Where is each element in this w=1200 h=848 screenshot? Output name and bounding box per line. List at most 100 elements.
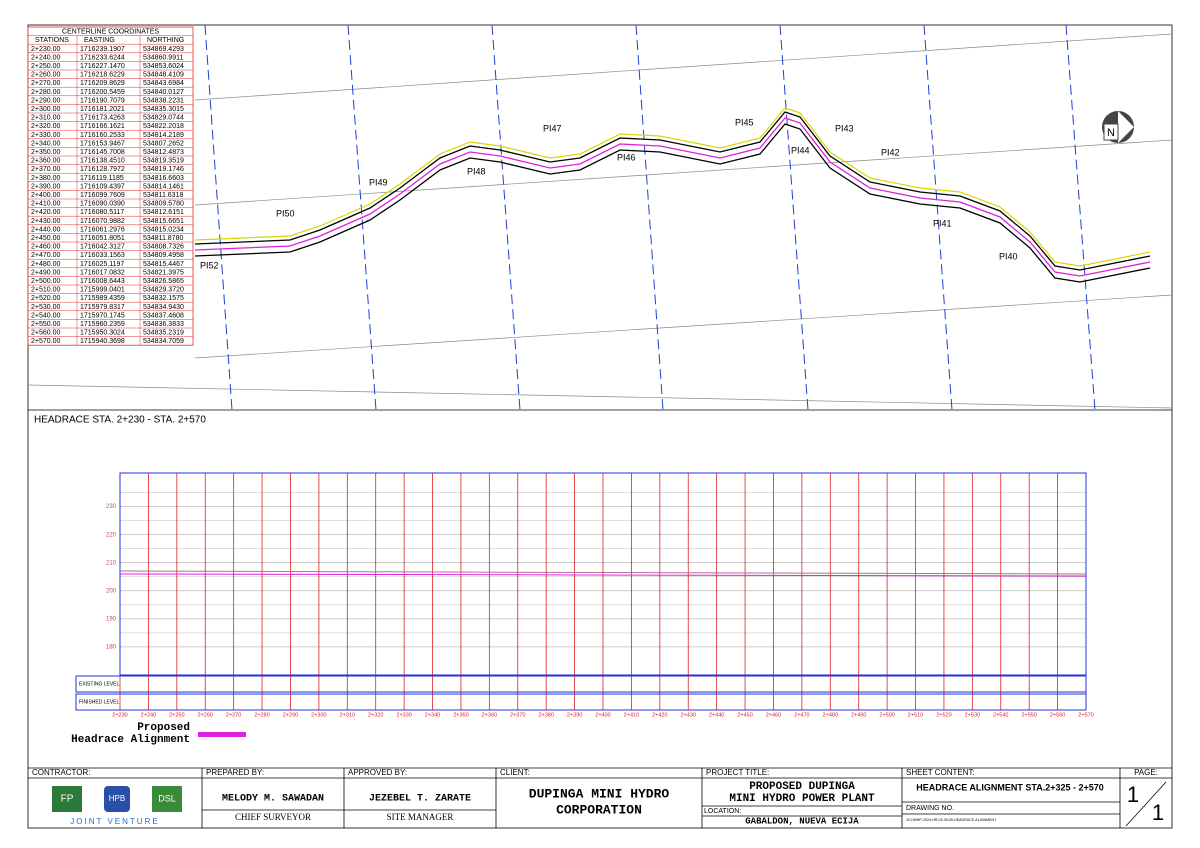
station-label: 2+350: [453, 712, 468, 718]
logo: HPB: [109, 794, 125, 803]
station-label: 2+410: [624, 712, 639, 718]
table-header: EASTING: [84, 37, 115, 44]
title-block-text: PROJECT TITLE:: [706, 768, 769, 777]
table-cell: 1715970.1745: [80, 312, 125, 319]
plan-grid-blue: [204, 24, 1096, 411]
station-label: 2+500: [879, 712, 894, 718]
table-cell: 534814.2189: [143, 132, 184, 139]
table-cell: 2+500.00: [31, 278, 60, 285]
station-label: 2+360: [482, 712, 497, 718]
table-cell: 2+310.00: [31, 115, 60, 122]
table-cell: 2+270.00: [31, 80, 60, 87]
station-label: 2+310: [340, 712, 355, 718]
table-cell: 534848.4109: [143, 72, 184, 79]
title-block-text: CONTRACTOR:: [32, 768, 91, 777]
table-cell: 1716017.0832: [80, 269, 125, 276]
table-cell: 534808.7326: [143, 244, 184, 251]
table-header: STATIONS: [35, 37, 69, 44]
table-cell: 534819.1746: [143, 166, 184, 173]
station-label: 2+340: [425, 712, 440, 718]
table-cell: 1716099.7609: [80, 192, 125, 199]
title-block-text: DRAWING NO.: [906, 805, 954, 812]
station-label: 2+520: [936, 712, 951, 718]
table-cell: 2+400.00: [31, 192, 60, 199]
table-cell: 2+520.00: [31, 295, 60, 302]
table-cell: 2+340.00: [31, 140, 60, 147]
table-cell: 1716025.1197: [80, 261, 124, 268]
station-label: 2+460: [766, 712, 781, 718]
table-cell: 1716008.6443: [80, 278, 125, 285]
legend-line1: Proposed: [137, 722, 190, 734]
table-cell: 534809.5780: [143, 201, 184, 208]
logo: DSL: [158, 793, 176, 803]
table-cell: 2+540.00: [31, 312, 60, 319]
table-cell: 1716070.9882: [80, 218, 125, 225]
pi-label: PI40: [999, 251, 1018, 261]
table-cell: 2+240.00: [31, 54, 60, 61]
headrace-profile: [119, 573, 1087, 577]
title-block-text: CORPORATION: [556, 802, 642, 817]
table-cell: 2+440.00: [31, 226, 60, 233]
table-cell: 534821.3975: [143, 269, 184, 276]
legend-swatch: [198, 732, 246, 737]
station-label: 2+300: [311, 712, 326, 718]
station-label: 2+270: [226, 712, 241, 718]
table-cell: 1716233.6244: [80, 54, 125, 61]
station-label: 2+250: [169, 712, 184, 718]
station-label: 2+330: [396, 712, 411, 718]
station-label: 2+510: [908, 712, 923, 718]
table-title: CENTERLINE COORDINATES: [62, 29, 159, 36]
table-cell: 2+250.00: [31, 63, 60, 70]
table-cell: 534853.6024: [143, 63, 184, 70]
table-cell: 534826.5865: [143, 278, 184, 285]
table-cell: 534809.4958: [143, 252, 184, 259]
table-cell: 1716209.8629: [80, 80, 125, 87]
title-block-text: GABALDON, NUEVA ECIJA: [745, 816, 859, 826]
station-label: 2+230: [112, 712, 127, 718]
y-tick-label: 190: [106, 616, 117, 622]
title-block-text: 1: [1152, 800, 1164, 825]
table-cell: 2+360.00: [31, 158, 60, 165]
table-cell: 534829.3720: [143, 287, 184, 294]
pi-label: PI44: [791, 145, 810, 155]
table-cell: 1716173.4263: [80, 115, 125, 122]
table-cell: 534822.2018: [143, 123, 184, 130]
table-cell: 2+260.00: [31, 72, 60, 79]
table-cell: 2+320.00: [31, 123, 60, 130]
station-label: 2+430: [681, 712, 696, 718]
table-cell: 1716153.9467: [80, 140, 125, 147]
table-cell: 2+570.00: [31, 338, 60, 345]
table-cell: 534811.6318: [143, 192, 183, 199]
station-label: 2+390: [567, 712, 582, 718]
table-cell: 2+490.00: [31, 269, 60, 276]
table-cell: 2+470.00: [31, 252, 60, 259]
pi-label: PI42: [881, 147, 900, 157]
table-cell: 1716227.1470: [80, 63, 125, 70]
station-label: 2+540: [993, 712, 1008, 718]
table-cell: 1716033.1563: [80, 252, 125, 259]
alignment: [194, 107, 1151, 283]
station-label: 2+370: [510, 712, 525, 718]
profile-title: HEADRACE STA. 2+230 - STA. 2+570: [34, 415, 206, 426]
pi-label: PI41: [933, 218, 952, 228]
table-cell: 2+230.00: [31, 46, 60, 53]
y-tick-label: 230: [106, 504, 117, 510]
table-cell: 534834.9430: [143, 304, 184, 311]
table-cell: 1716109.4397: [80, 183, 125, 190]
table-cell: 1716080.5117: [80, 209, 124, 216]
table-cell: 1716160.2533: [80, 132, 125, 139]
table-cell: 534815.4467: [143, 261, 184, 268]
pi-label: PI45: [735, 117, 754, 127]
title-block-text: LOCATION:: [704, 808, 741, 815]
title-block-text: JEZEBEL T. ZARATE: [369, 794, 471, 805]
table-cell: 534834.7059: [143, 338, 184, 345]
y-tick-label: 210: [106, 560, 117, 566]
table-cell: 534815.6651: [143, 218, 184, 225]
table-cell: 534860.9911: [143, 54, 183, 61]
station-label: 2+290: [283, 712, 298, 718]
table-cell: 1716042.3127: [80, 244, 125, 251]
y-tick-label: 220: [106, 532, 117, 538]
station-label: 2+380: [538, 712, 553, 718]
level-row: [75, 693, 1087, 711]
